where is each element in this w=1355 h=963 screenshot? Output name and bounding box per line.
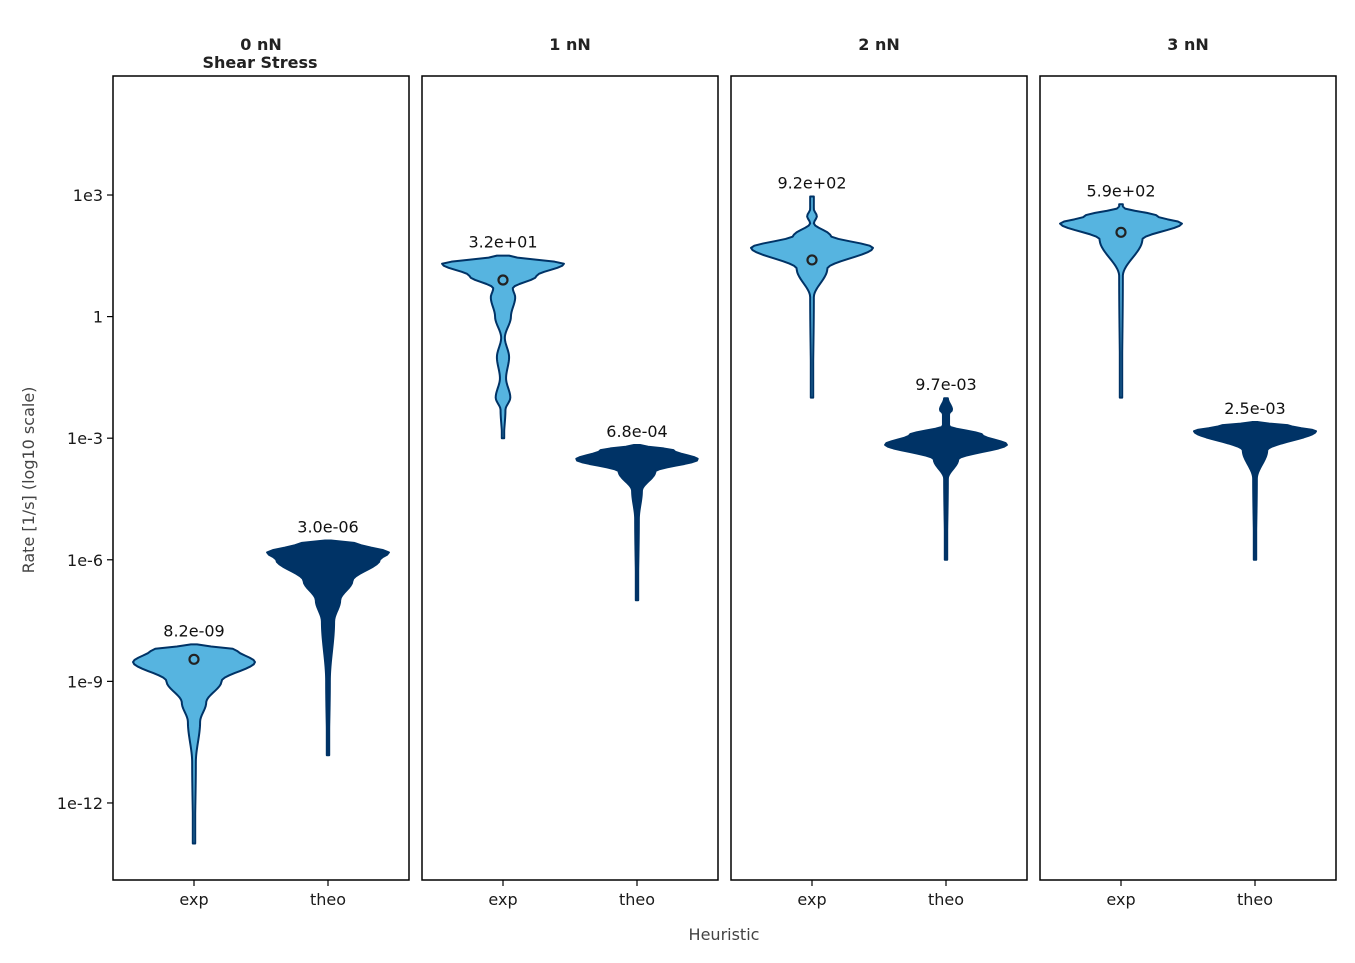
panel-frame <box>112 75 410 881</box>
median-marker <box>806 254 818 266</box>
max-annotation: 9.7e-03 <box>915 375 976 394</box>
panel-title: 0 nN <box>240 35 281 54</box>
max-annotation: 2.5e-03 <box>1224 399 1285 418</box>
max-annotation: 5.9e+02 <box>1086 181 1155 200</box>
violin-exp <box>132 643 256 845</box>
max-annotation: 6.8e-04 <box>606 422 667 441</box>
violin-theo <box>575 443 699 602</box>
plot-layer: 1e3 1 1e-3 1e-6 1e-9 1e-12 0 nN exp 8.2e-09 theo 3… <box>57 35 1337 909</box>
panel-frame <box>730 75 1028 881</box>
max-annotation: 8.2e-09 <box>163 621 224 640</box>
median-marker <box>188 653 200 665</box>
violin-exp <box>441 254 565 440</box>
x-axis-label: Heuristic <box>689 925 760 944</box>
violin-theo <box>884 397 1008 561</box>
max-annotation: 3.0e-06 <box>297 517 358 536</box>
violin-exp <box>1059 203 1183 399</box>
median-marker <box>1115 226 1127 238</box>
x-tick-label: exp <box>797 890 826 909</box>
y-tick-label: 1 <box>93 308 103 327</box>
panel-title: 2 nN <box>858 35 899 54</box>
x-tick-label: theo <box>619 890 655 909</box>
violin-theo <box>266 539 390 757</box>
y-axis-label: Rate [1/s] (log10 scale) <box>19 387 38 574</box>
x-tick-label: exp <box>1106 890 1135 909</box>
max-annotation: 9.2e+02 <box>777 173 846 192</box>
x-tick-label: theo <box>928 890 964 909</box>
y-tick-label: 1e3 <box>73 186 103 205</box>
y-tick-label: 1e-12 <box>57 794 103 813</box>
panel-title: 1 nN <box>549 35 590 54</box>
x-tick-label: exp <box>488 890 517 909</box>
y-tick-label: 1e-3 <box>67 429 103 448</box>
y-tick-label: 1e-9 <box>67 672 103 691</box>
violin-theo <box>1193 421 1317 561</box>
max-annotation: 3.2e+01 <box>468 233 537 252</box>
violin-exp <box>750 195 874 399</box>
panel-title: 3 nN <box>1167 35 1208 54</box>
median-marker <box>497 274 509 286</box>
x-tick-label: exp <box>179 890 208 909</box>
x-tick-label: theo <box>310 890 346 909</box>
super-title: Shear Stress <box>203 53 318 72</box>
x-tick-label: theo <box>1237 890 1273 909</box>
panel-frame <box>1039 75 1337 881</box>
y-tick-label: 1e-6 <box>67 551 103 570</box>
panel-frame <box>421 75 719 881</box>
